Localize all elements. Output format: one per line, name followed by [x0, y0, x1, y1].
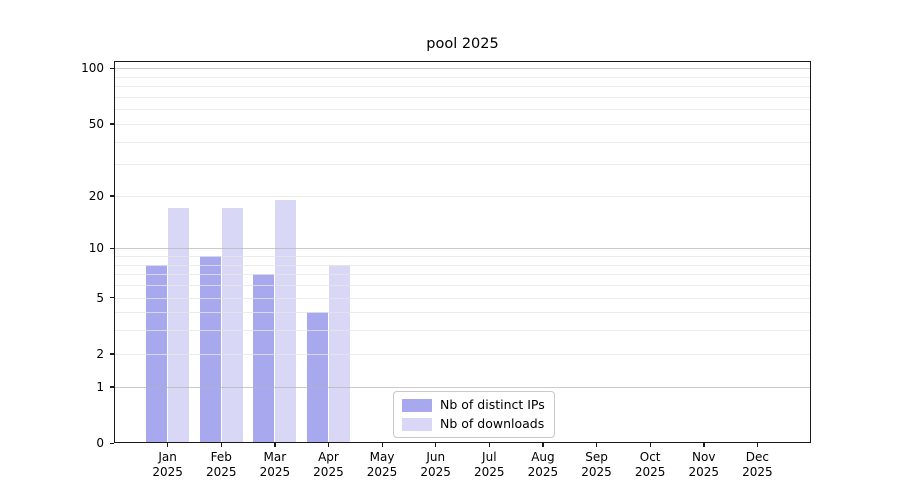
x-tick-mark [435, 443, 437, 447]
legend-item-distinct-ips: Nb of distinct IPs [402, 398, 545, 412]
y-tick-mark [110, 353, 114, 355]
x-tick-month: Mar [263, 450, 287, 464]
x-tick-year: 2025 [688, 465, 720, 479]
minor-gridline [114, 123, 811, 125]
y-tick-label: 20 [88, 188, 104, 203]
x-tick-mark [649, 443, 651, 447]
legend-swatch-downloads [402, 417, 432, 431]
y-tick-mark [110, 195, 114, 197]
x-tick-label: Jun 2025 [404, 450, 468, 480]
y-tick-label: 50 [88, 116, 104, 131]
minor-gridline [114, 264, 811, 266]
x-tick-mark [488, 443, 491, 447]
x-tick-year: 2025 [259, 465, 291, 479]
y-tick-mark [110, 67, 114, 70]
minor-gridline [114, 285, 811, 287]
x-tick-mark [220, 443, 223, 447]
x-tick-mark [381, 443, 383, 447]
y-tick-label: 100 [81, 61, 104, 76]
x-tick-year: 2025 [742, 465, 773, 479]
minor-gridline [114, 96, 811, 98]
x-tick-label: Mar 2025 [243, 450, 307, 480]
minor-gridline [114, 164, 811, 166]
y-tick-label: 5 [96, 290, 104, 305]
x-tick-label: Apr 2025 [296, 450, 360, 480]
chart-title: pool 2025 [426, 36, 499, 52]
x-tick-month: Feb [210, 450, 232, 464]
x-tick-label: Sep 2025 [565, 450, 629, 480]
minor-gridline [114, 312, 811, 314]
bar-distinct-ips-mar [253, 274, 275, 443]
x-tick-year: 2025 [581, 465, 612, 479]
x-tick-year: 2025 [474, 465, 505, 479]
minor-gridline [114, 353, 811, 355]
y-tick-mark [110, 386, 114, 388]
y-tick-label: 10 [88, 241, 104, 256]
x-tick-month: Jun [426, 450, 446, 464]
x-tick-label: Oct 2025 [618, 450, 682, 480]
major-gridline [114, 386, 811, 388]
bar-distinct-ips-apr [306, 312, 328, 443]
minor-gridline [114, 256, 811, 258]
y-tick-label: 2 [96, 346, 104, 361]
x-tick-year: 2025 [527, 465, 559, 479]
x-tick-mark [596, 443, 598, 447]
minor-gridline [114, 330, 811, 332]
legend-label-downloads: Nb of downloads [440, 416, 545, 431]
x-tick-mark [542, 443, 544, 447]
x-tick-label: Aug 2025 [511, 450, 575, 480]
x-tick-month: Nov [692, 450, 716, 464]
bar-distinct-ips-feb [199, 256, 221, 443]
x-tick-label: Dec 2025 [725, 450, 789, 480]
x-tick-month: Oct [639, 450, 661, 464]
x-tick-label: Jul 2025 [457, 450, 521, 480]
x-tick-mark [703, 443, 705, 447]
x-tick-year: 2025 [634, 465, 666, 479]
bar-downloads-jan [168, 208, 190, 443]
legend: Nb of distinct IPs Nb of downloads [393, 391, 555, 438]
minor-gridline [114, 297, 811, 299]
legend-swatch-distinct-ips [402, 398, 432, 412]
minor-gridline [114, 141, 811, 143]
x-tick-mark [756, 443, 759, 447]
x-tick-year: 2025 [366, 465, 398, 479]
major-gridline [114, 68, 811, 70]
y-tick-mark [110, 123, 114, 125]
x-tick-year: 2025 [313, 465, 344, 479]
y-tick-mark [110, 247, 114, 250]
x-tick-year: 2025 [420, 465, 451, 479]
x-tick-mark [327, 443, 330, 447]
legend-item-downloads: Nb of downloads [402, 417, 545, 431]
x-tick-month: Aug [531, 450, 555, 464]
minor-gridline [114, 195, 811, 197]
minor-gridline [114, 86, 811, 88]
legend-label-distinct-ips: Nb of distinct IPs [440, 397, 545, 412]
y-tick-label: 0 [96, 436, 104, 450]
x-tick-year: 2025 [205, 465, 237, 479]
x-tick-mark [274, 443, 276, 447]
y-tick-mark [110, 297, 114, 299]
x-tick-month: Dec [745, 450, 769, 464]
major-gridline [114, 248, 811, 250]
x-tick-label: May 2025 [350, 450, 414, 480]
y-tick-label: 1 [96, 379, 104, 394]
x-tick-month: Jul [482, 450, 497, 464]
x-tick-label: Nov 2025 [672, 450, 736, 480]
x-tick-label: Jan 2025 [136, 450, 200, 480]
minor-gridline [114, 76, 811, 78]
x-tick-month: Sep [585, 450, 608, 464]
x-tick-month: May [369, 450, 395, 464]
x-tick-mark [167, 443, 169, 447]
bar-downloads-mar [275, 199, 297, 443]
minor-gridline [114, 109, 811, 111]
y-tick-mark [110, 442, 114, 444]
x-tick-month: Apr [318, 450, 339, 464]
x-tick-month: Jan [158, 450, 177, 464]
minor-gridline [114, 274, 811, 276]
x-tick-label: Feb 2025 [189, 450, 253, 480]
bar-downloads-feb [221, 208, 243, 443]
x-tick-year: 2025 [152, 465, 183, 479]
